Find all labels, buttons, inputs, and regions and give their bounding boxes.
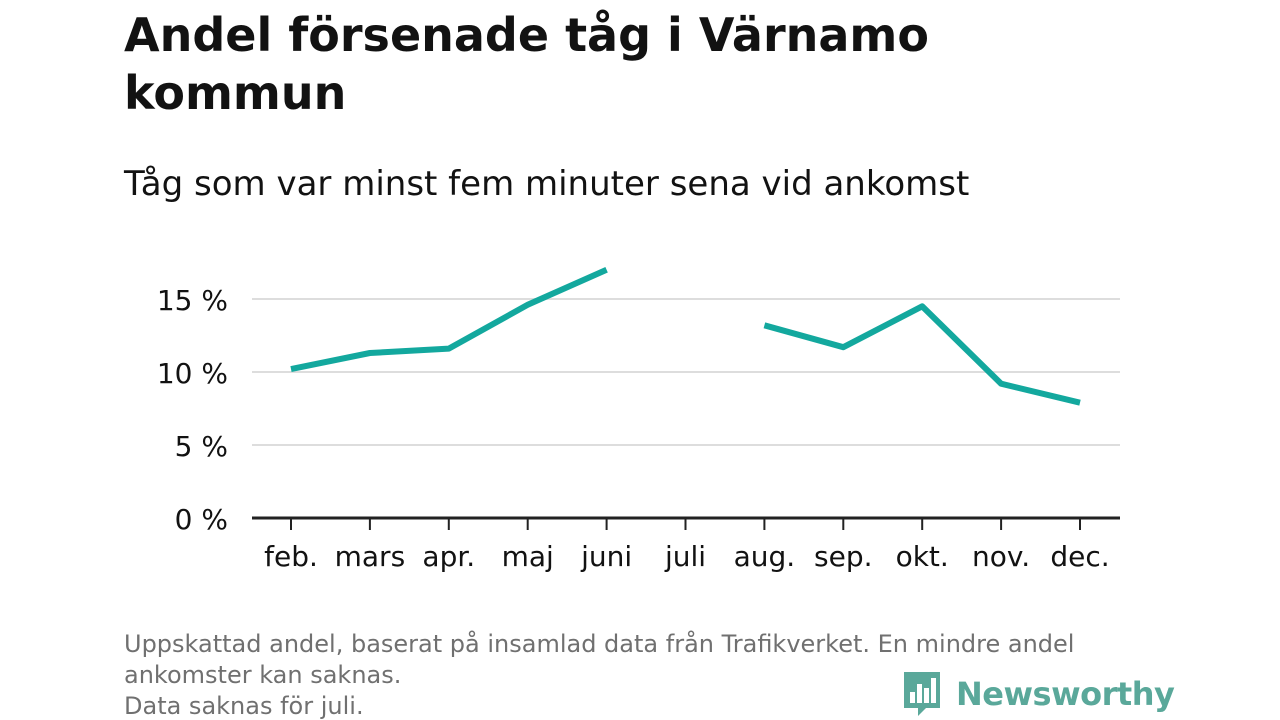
x-tick-label: sep. bbox=[814, 540, 873, 573]
newsworthy-bar-chart-icon bbox=[904, 672, 940, 716]
data-point bbox=[604, 267, 610, 273]
series-layer bbox=[288, 267, 1083, 406]
y-tick-label: 15 % bbox=[157, 284, 228, 317]
data-point bbox=[919, 303, 925, 309]
y-tick-labels: 0 % 5 % 10 % 15 % bbox=[157, 284, 228, 536]
chart-title: Andel försenade tåg i Värnamo kommun bbox=[124, 8, 929, 120]
grid-layer bbox=[252, 298, 1120, 446]
chart-subtitle: Tåg som var minst fem minuter sena vid a… bbox=[124, 164, 970, 204]
x-tick-label: mars bbox=[335, 540, 406, 573]
x-tick-label: aug. bbox=[734, 540, 796, 573]
data-point bbox=[525, 302, 531, 308]
footnote-line-2: ankomster kan saknas. bbox=[124, 661, 402, 689]
newsworthy-logo: Newsworthy bbox=[902, 670, 1175, 718]
footnote: Uppskattad andel, baserat på insamlad da… bbox=[124, 629, 1174, 720]
data-point bbox=[998, 381, 1004, 387]
footnote-line-1: Uppskattad andel, baserat på insamlad da… bbox=[124, 630, 1075, 658]
y-tick-label: 5 % bbox=[175, 430, 228, 463]
x-tick-label: feb. bbox=[264, 540, 318, 573]
footnote-line-3: Data saknas för juli. bbox=[124, 692, 364, 720]
data-point bbox=[446, 346, 452, 352]
x-tick-label: juni bbox=[580, 540, 632, 573]
series-line-segment-1 bbox=[290, 267, 608, 373]
x-tick-label: maj bbox=[502, 540, 554, 573]
x-tick-label: okt. bbox=[896, 540, 949, 573]
x-tick-label: dec. bbox=[1050, 540, 1109, 573]
x-tick-labels: feb. mars apr. maj juni juli aug. sep. okt. nov. d… bbox=[264, 540, 1110, 573]
line-chart: 0 % 5 % 10 % 15 % feb. mars apr. maj juni juli au… bbox=[157, 267, 1120, 573]
y-tick-label: 0 % bbox=[175, 503, 228, 536]
x-axis bbox=[252, 516, 1120, 530]
data-point bbox=[840, 344, 846, 350]
x-tick-label: nov. bbox=[972, 540, 1030, 573]
data-point bbox=[1077, 400, 1083, 406]
y-tick-label: 10 % bbox=[157, 357, 228, 390]
data-point bbox=[288, 366, 294, 372]
x-tick-label: juli bbox=[664, 540, 706, 573]
data-point bbox=[761, 322, 767, 328]
x-tick-label: apr. bbox=[422, 540, 475, 573]
series-line-segment-2 bbox=[763, 303, 1081, 406]
logo-text: Newsworthy bbox=[956, 675, 1175, 713]
data-point bbox=[367, 350, 373, 356]
